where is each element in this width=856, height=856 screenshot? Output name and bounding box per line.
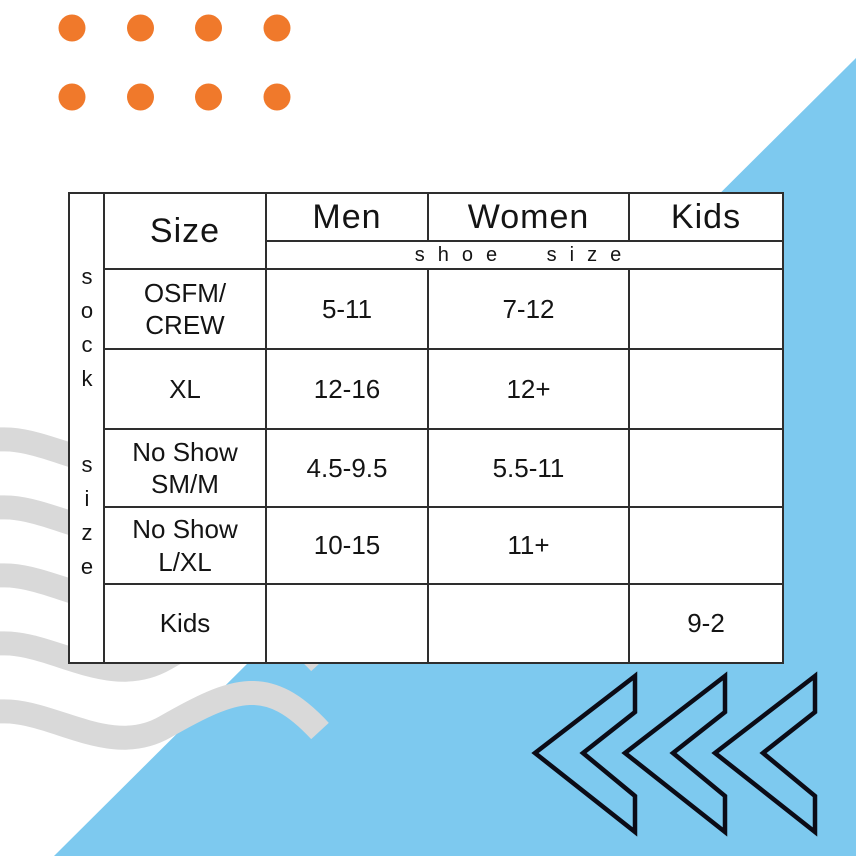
table-row: No Show SM/M 4.5-9.5 5.5-11 <box>69 428 784 508</box>
row-label-osfm-crew: OSFM/ CREW <box>103 268 267 350</box>
orange-dot <box>195 83 222 111</box>
men-value <box>265 583 429 664</box>
row-label-xl: XL <box>103 348 267 430</box>
sock-size-axis-label: sock size <box>74 263 100 588</box>
women-value: 12+ <box>427 348 630 430</box>
kids-value <box>628 268 784 350</box>
orange-dot <box>127 14 154 42</box>
table-row: XL 12-16 12+ <box>69 348 784 430</box>
kids-value <box>628 348 784 430</box>
row-label-no-show-l-xl: No Show L/XL <box>103 506 267 585</box>
women-value <box>427 583 630 664</box>
size-column-header: Size <box>103 192 267 270</box>
men-value: 5-11 <box>265 268 429 350</box>
chevron-left-icon <box>531 671 638 837</box>
orange-dot <box>263 83 291 111</box>
kids-value <box>628 428 784 508</box>
wave-stripe <box>0 681 329 750</box>
men-value: 12-16 <box>265 348 429 430</box>
table-row: OSFM/ CREW 5-11 7-12 <box>69 268 784 350</box>
orange-dot <box>127 83 154 111</box>
orange-dot <box>263 14 291 42</box>
orange-dot-grid <box>58 14 291 111</box>
kids-value <box>628 506 784 585</box>
women-value: 7-12 <box>427 268 630 350</box>
sock-size-axis-cell: sock size <box>68 192 105 664</box>
chevron-left-icon <box>621 671 728 837</box>
table-row: No Show L/XL 10-15 11+ <box>69 506 784 585</box>
men-value: 4.5-9.5 <box>265 428 429 508</box>
women-value: 11+ <box>427 506 630 585</box>
orange-dot <box>58 83 86 111</box>
orange-dot <box>58 14 86 42</box>
men-column-header: Men <box>265 192 429 242</box>
women-value: 5.5-11 <box>427 428 630 508</box>
table-row: Kids 9-2 <box>69 583 784 664</box>
kids-value: 9-2 <box>628 583 784 664</box>
shoe-size-subheader: shoe size <box>265 240 784 270</box>
chevron-left-icon <box>711 671 818 837</box>
size-chart-table: sock size Size Men Women Kids shoe size … <box>68 192 784 664</box>
women-column-header: Women <box>427 192 630 242</box>
men-value: 10-15 <box>265 506 429 585</box>
kids-column-header: Kids <box>628 192 784 242</box>
row-label-kids: Kids <box>103 583 267 664</box>
row-label-no-show-sm-m: No Show SM/M <box>103 428 267 508</box>
orange-dot <box>195 14 222 42</box>
chevron-left-group <box>531 671 818 837</box>
